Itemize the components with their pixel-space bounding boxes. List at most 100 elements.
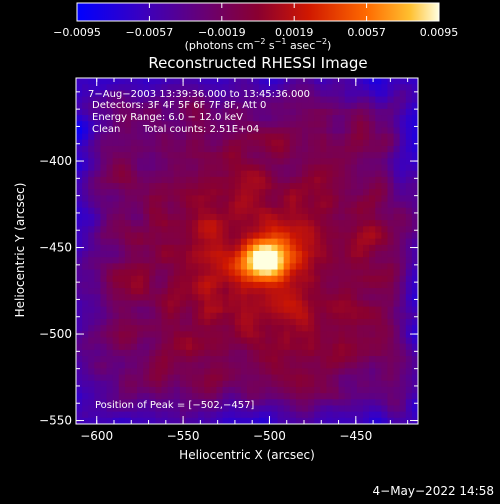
heatmap-cell xyxy=(405,312,413,320)
heatmap-cell xyxy=(240,244,248,252)
heatmap-cell xyxy=(277,251,285,258)
heatmap-cell xyxy=(192,207,199,215)
heatmap-cell xyxy=(185,226,193,234)
heatmap-cell xyxy=(247,263,254,271)
heatmap-cell xyxy=(356,306,364,314)
heatmap-cell xyxy=(387,294,395,302)
heatmap-cell xyxy=(210,170,218,178)
heatmap-cell xyxy=(375,399,382,407)
heatmap-cell xyxy=(363,220,370,227)
heatmap-cell xyxy=(94,380,102,388)
heatmap-cell xyxy=(240,306,248,314)
heatmap-cell xyxy=(283,325,291,332)
heatmap-cell xyxy=(118,238,126,246)
heatmap-cell xyxy=(308,405,315,413)
heatmap-cell xyxy=(265,343,273,351)
heatmap-cell xyxy=(88,121,95,129)
heatmap-cell xyxy=(192,201,199,209)
heatmap-cell xyxy=(338,84,346,91)
heatmap-cell xyxy=(124,288,132,295)
heatmap-cell xyxy=(405,417,413,424)
heatmap-cell xyxy=(393,300,401,308)
heatmap-cell xyxy=(167,158,175,166)
heatmap-cell xyxy=(277,213,285,221)
heatmap-cell xyxy=(106,362,114,369)
heatmap-cell xyxy=(399,380,407,388)
heatmap-cell xyxy=(277,164,285,172)
heatmap-cell xyxy=(350,152,358,159)
heatmap-cell xyxy=(155,405,163,413)
heatmap-cell xyxy=(405,207,413,215)
heatmap-cell xyxy=(253,226,260,234)
heatmap-cell xyxy=(295,399,303,407)
heatmap-cell xyxy=(112,380,120,388)
heatmap-cell xyxy=(161,306,169,314)
heatmap-cell xyxy=(179,269,187,277)
heatmap-cell xyxy=(76,380,83,388)
heatmap-cell xyxy=(76,115,83,122)
heatmap-cell xyxy=(76,133,83,141)
heatmap-cell xyxy=(344,380,352,388)
heatmap-cell xyxy=(399,108,407,116)
heatmap-cell xyxy=(253,115,260,122)
heatmap-cell xyxy=(326,393,334,400)
heatmap-cell xyxy=(167,195,175,203)
heatmap-cell xyxy=(155,102,163,110)
heatmap-cell xyxy=(112,176,120,184)
heatmap-cell xyxy=(265,331,273,339)
heatmap-cell xyxy=(204,257,211,264)
heatmap-cell xyxy=(155,232,163,240)
heatmap-cell xyxy=(155,195,163,203)
heatmap-cell xyxy=(344,232,352,240)
heatmap-cell xyxy=(94,269,102,277)
heatmap-cell xyxy=(222,349,230,357)
heatmap-cell xyxy=(405,139,413,147)
heatmap-cell xyxy=(320,189,327,196)
heatmap-cell xyxy=(314,318,321,326)
heatmap-cell xyxy=(332,356,340,363)
heatmap-cell xyxy=(308,232,315,240)
heatmap-cell xyxy=(265,220,273,227)
heatmap-cell xyxy=(112,207,120,215)
heatmap-cell xyxy=(350,220,358,227)
heatmap-cell xyxy=(198,152,205,159)
x-tick-label: −550 xyxy=(167,429,200,443)
heatmap-cell xyxy=(112,195,120,203)
heatmap-cell xyxy=(130,121,138,129)
heatmap-cell xyxy=(210,220,218,227)
heatmap-cell xyxy=(265,263,273,271)
heatmap-cell xyxy=(295,183,303,190)
heatmap-cell xyxy=(283,121,291,129)
heatmap-cell xyxy=(344,257,352,264)
heatmap-cell xyxy=(106,176,114,184)
heatmap-cell xyxy=(253,121,260,129)
heatmap-cell xyxy=(332,238,340,246)
heatmap-cell xyxy=(155,275,163,283)
heatmap-cell xyxy=(277,102,285,110)
heatmap-cell xyxy=(240,269,248,277)
heatmap-cell xyxy=(112,343,120,351)
heatmap-cell xyxy=(88,108,95,116)
heatmap-cell xyxy=(271,337,279,345)
heatmap-cell xyxy=(283,399,291,407)
heatmap-cell xyxy=(210,318,218,326)
heatmap-cell xyxy=(350,90,358,98)
heatmap-cell xyxy=(88,331,95,339)
heatmap-cell xyxy=(387,300,395,308)
heatmap-cell xyxy=(155,343,163,351)
heatmap-cell xyxy=(106,244,114,252)
heatmap-cell xyxy=(118,306,126,314)
heatmap-cell xyxy=(179,115,187,122)
heatmap-cell xyxy=(137,183,144,190)
heatmap-cell xyxy=(411,121,418,129)
heatmap-cell xyxy=(149,201,156,209)
heatmap-cell xyxy=(155,108,163,116)
heatmap-cell xyxy=(82,220,89,227)
heatmap-cell xyxy=(301,269,309,277)
heatmap-cell xyxy=(326,152,334,159)
heatmap-cell xyxy=(247,399,254,407)
heatmap-cell xyxy=(289,133,297,141)
heatmap-cell xyxy=(381,251,389,258)
heatmap-cell xyxy=(179,195,187,203)
heatmap-cell xyxy=(210,349,218,357)
